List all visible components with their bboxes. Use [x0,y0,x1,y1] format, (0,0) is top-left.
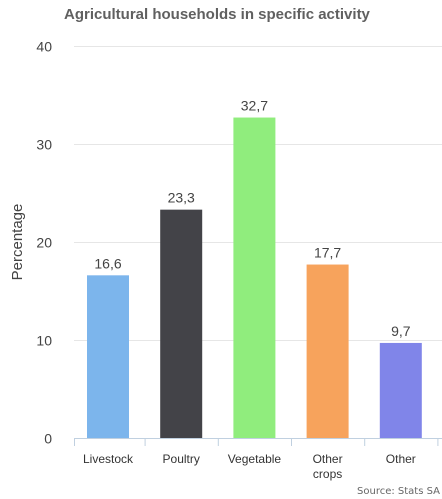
y-axis: 0 10 20 30 40 [36,39,52,447]
source-note: Source: Stats SA [357,486,440,497]
y-tick-label: 0 [44,431,52,447]
bar-vegetable[interactable] [233,117,276,438]
y-tick-label: 10 [36,333,52,349]
y-tick-label: 20 [36,235,52,251]
x-tick-label: Livestock [83,452,134,466]
x-axis: Livestock Poultry Vegetable Other crops Other [74,438,442,481]
bar-poultry[interactable] [160,209,203,438]
y-axis-label: Percentage [9,204,26,281]
x-tick-label: Vegetable [228,452,282,466]
bar-livestock[interactable] [87,275,129,438]
data-label: 32,7 [241,98,268,114]
y-tick-label: 30 [36,137,52,153]
bar-other[interactable] [379,342,422,438]
chart-title: Agricultural households in specific acti… [64,6,370,23]
data-labels: 16,6 23,3 32,7 17,7 9,7 [94,98,410,339]
x-tick-label: Other crops [313,452,343,481]
data-label: 17,7 [314,245,341,261]
bars [87,117,422,438]
bar-other-crops[interactable] [306,264,349,438]
data-label: 16,6 [94,255,121,271]
data-label: 9,7 [391,323,411,339]
x-tick-label: Other [386,452,416,466]
y-tick-label: 40 [36,39,52,55]
x-tick-label: Poultry [163,452,200,466]
data-label: 23,3 [168,190,195,206]
